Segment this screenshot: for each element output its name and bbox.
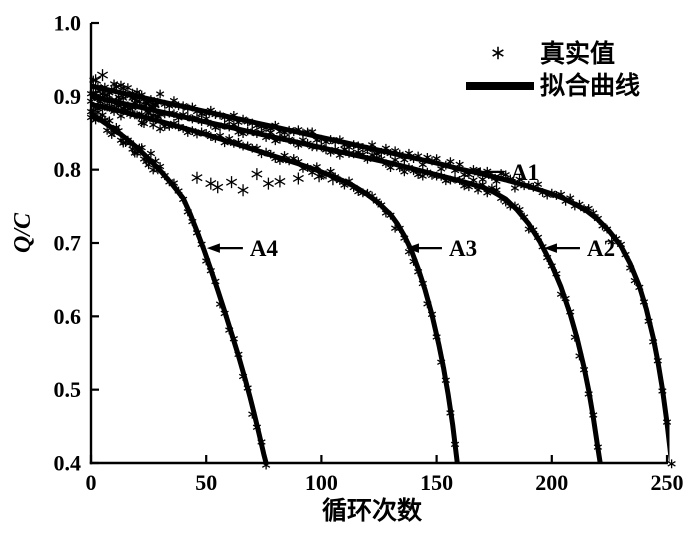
legend-asterisk-marker — [492, 46, 504, 60]
annotation-A2: A2 — [543, 236, 615, 261]
series-A2-outlier-point — [251, 168, 263, 181]
series-A2-outlier-point — [237, 184, 249, 197]
series-A4-fit-curve — [89, 111, 269, 464]
series-A4-scatter — [86, 107, 271, 470]
y-tick-label: 0.6 — [54, 304, 82, 329]
series-A2-outlier-point — [262, 177, 274, 190]
x-tick-label: 0 — [86, 470, 97, 495]
arrow-head-icon — [543, 243, 557, 253]
annotation-label-A3: A3 — [449, 236, 477, 261]
y-tick-label: 0.4 — [54, 451, 82, 476]
x-tick-label: 150 — [420, 470, 453, 495]
y-tick-label: 0.7 — [54, 231, 82, 256]
x-tick-label: 50 — [195, 470, 217, 495]
annotation-label-A1: A1 — [511, 160, 539, 185]
fitted-curves — [89, 83, 670, 464]
annotation-A3: A3 — [405, 236, 477, 261]
x-tick-label: 250 — [651, 470, 684, 495]
y-axis-title: Q/C — [10, 212, 36, 253]
series-A1-fit-curve — [90, 83, 670, 464]
y-tick-label: 1.0 — [54, 11, 82, 36]
tick-marks — [89, 21, 669, 465]
series-A2-outlier-point — [212, 181, 224, 194]
x-axis-title: 循环次数 — [322, 496, 423, 525]
annotation-A4: A4 — [206, 236, 279, 261]
x-tick-labels: 0 50 100 150 200 250 — [86, 470, 684, 495]
series-A1-outlier-point — [96, 69, 109, 82]
y-tick-label: 0.5 — [54, 377, 82, 402]
annotation-label-A4: A4 — [250, 236, 279, 261]
series-A2-outlier-point — [191, 171, 203, 184]
x-tick-label: 100 — [305, 470, 338, 495]
series-A2-outlier-point — [226, 176, 238, 189]
series-A2-outlier-point — [292, 172, 304, 185]
series-A2-outlier-point — [274, 175, 286, 188]
x-tick-label: 200 — [535, 470, 568, 495]
annotation-A1: A1 — [467, 160, 539, 185]
annotation-label-A2: A2 — [587, 236, 615, 261]
series-A2-fit-curve — [90, 93, 603, 464]
scatter-true-values — [86, 69, 676, 470]
arrow-head-icon — [405, 243, 419, 253]
series-A3-fit-curve — [90, 101, 460, 464]
y-tick-label: 0.8 — [54, 157, 82, 182]
arrow-head-icon — [206, 243, 220, 253]
series-A2-outlier-point — [205, 177, 217, 190]
legend-label-true-values: 真实值 — [540, 39, 615, 68]
y-tick-label: 0.9 — [54, 84, 82, 109]
y-tick-labels: 1.0 0.9 0.8 0.7 0.6 0.5 0.4 — [54, 11, 82, 476]
arrow-head-icon — [467, 167, 481, 177]
legend-label-fit-curve: 拟合曲线 — [540, 71, 640, 100]
